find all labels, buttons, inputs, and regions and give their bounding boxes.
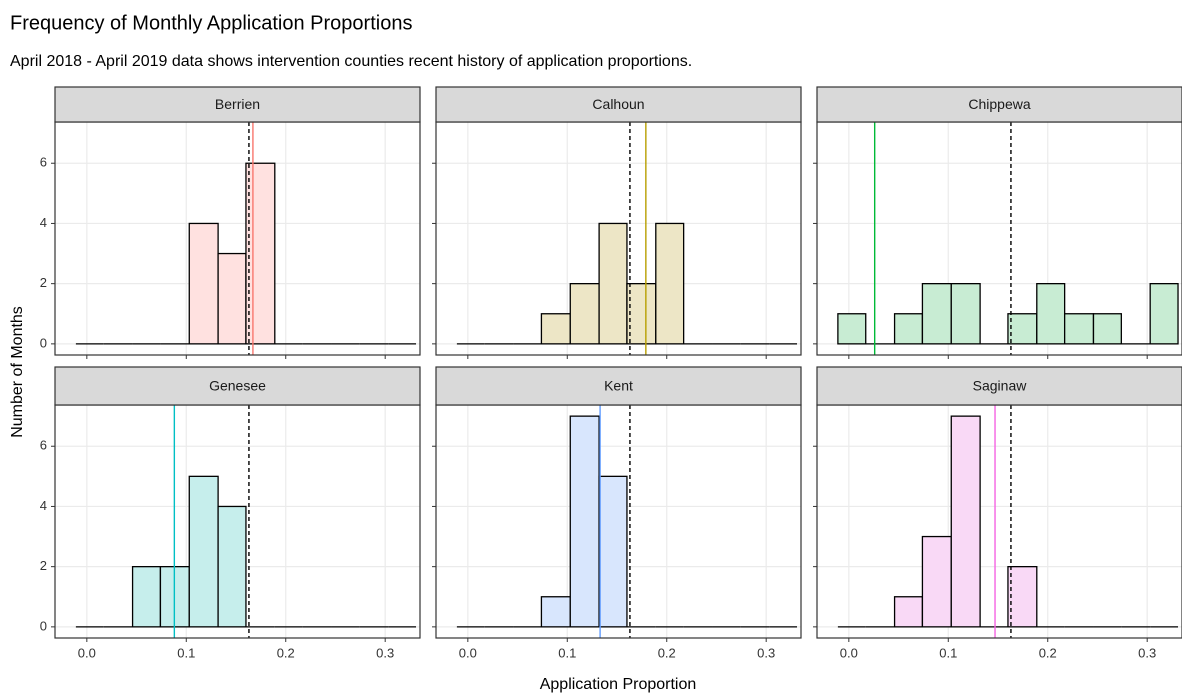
bar — [569, 283, 600, 345]
y-tick-label: 6 — [40, 438, 47, 453]
facet-strip — [435, 86, 802, 123]
bar — [188, 222, 219, 345]
bar — [921, 283, 952, 345]
x-tick-label: 0.0 — [840, 645, 858, 660]
facet-label: Genesee — [209, 378, 266, 394]
y-tick-label: 4 — [40, 215, 47, 230]
bar — [569, 415, 600, 628]
x-axis-label: Application Proportion — [540, 676, 697, 693]
x-tick-label: 0.2 — [1039, 645, 1057, 660]
y-tick-label: 0 — [40, 335, 47, 350]
bar — [893, 313, 924, 345]
bar — [217, 505, 247, 628]
bar — [1063, 313, 1095, 345]
panel-background — [817, 405, 1182, 638]
y-tick-label: 2 — [40, 558, 47, 573]
facet-strip — [54, 86, 421, 123]
chart-title: Frequency of Monthly Application Proport… — [10, 12, 412, 34]
x-tick-label: 0.2 — [277, 645, 295, 660]
bar — [1007, 566, 1038, 628]
bar — [950, 283, 981, 345]
bar — [950, 415, 981, 628]
facet-label: Saginaw — [973, 378, 1028, 394]
bar — [217, 252, 247, 345]
bar — [893, 596, 924, 628]
facet-strip — [54, 366, 421, 406]
panel-background — [817, 122, 1182, 355]
bar — [1149, 283, 1179, 345]
bar — [245, 162, 276, 345]
x-tick-label: 0.0 — [459, 645, 477, 660]
facet-label: Calhoun — [592, 96, 644, 112]
x-tick-label: 0.1 — [177, 645, 195, 660]
bar — [540, 596, 571, 628]
bar — [598, 475, 628, 628]
x-tick-label: 0.1 — [558, 645, 576, 660]
facet-strip — [816, 366, 1182, 406]
y-tick-label: 6 — [40, 155, 47, 170]
bar — [598, 222, 628, 345]
x-tick-label: 0.1 — [939, 645, 957, 660]
bar — [1007, 313, 1038, 345]
bar — [921, 535, 952, 628]
facet-strip — [435, 366, 802, 406]
bar — [655, 222, 685, 345]
facet-label: Berrien — [215, 96, 260, 112]
x-tick-label: 0.3 — [376, 645, 394, 660]
y-tick-label: 0 — [40, 618, 47, 633]
x-tick-label: 0.3 — [1138, 645, 1156, 660]
x-tick-label: 0.3 — [757, 645, 775, 660]
chart-subtitle: April 2018 - April 2019 data shows inter… — [10, 53, 692, 70]
y-tick-label: 2 — [40, 275, 47, 290]
facet-label: Chippewa — [968, 96, 1030, 112]
bar — [188, 475, 219, 628]
bar — [540, 313, 571, 345]
y-tick-label: 4 — [40, 498, 47, 513]
facet-strip — [816, 86, 1182, 123]
x-tick-label: 0.0 — [78, 645, 96, 660]
facet-label: Kent — [604, 378, 633, 394]
y-axis-label: Number of Months — [9, 306, 26, 438]
bar — [837, 313, 867, 345]
bar — [131, 566, 162, 628]
bar — [1092, 313, 1122, 345]
x-tick-label: 0.2 — [658, 645, 676, 660]
bar — [1036, 283, 1066, 345]
bar — [626, 283, 657, 345]
